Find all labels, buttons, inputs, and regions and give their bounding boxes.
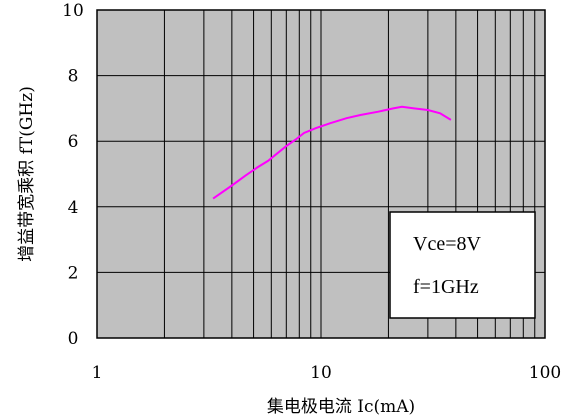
y-axis-title: 增益带宽乘积 fT(GHz) xyxy=(17,86,37,262)
x-axis-title: 集电极电流 Ic(mA) xyxy=(267,397,415,417)
legend-line-2: f=1GHz xyxy=(413,276,479,298)
y-tick-label: 0 xyxy=(68,329,79,349)
legend-frame xyxy=(389,211,536,319)
x-tick-label: 1 xyxy=(92,363,103,383)
y-tick-label: 2 xyxy=(68,263,79,283)
y-tick-label: 10 xyxy=(62,1,84,21)
y-tick-label: 6 xyxy=(68,132,79,152)
x-tick-label: 100 xyxy=(529,363,561,383)
series-layer xyxy=(212,105,452,200)
tick-labels: 0 2 4 6 8 10 1 10 100 xyxy=(62,1,561,383)
y-tick-label: 8 xyxy=(68,67,79,87)
legend-box: Vce=8V f=1GHz xyxy=(389,211,536,319)
x-tick-label: 10 xyxy=(310,363,332,383)
plot-frame xyxy=(96,9,546,339)
series-line-1 xyxy=(212,105,452,200)
legend-line-1: Vce=8V xyxy=(413,233,481,255)
y-tick-label: 4 xyxy=(68,198,79,218)
